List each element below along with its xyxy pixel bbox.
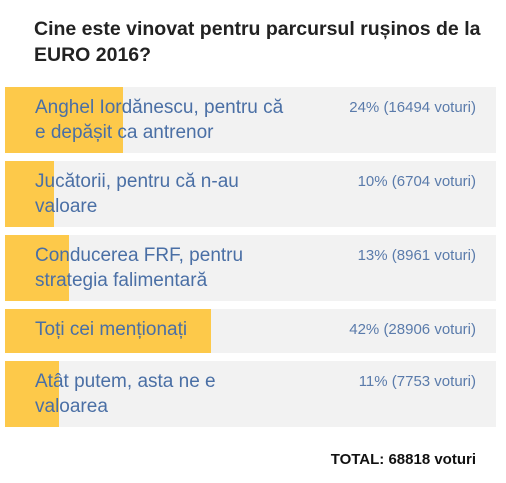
option-row: Conducerea FRF, pentru strategia falimen… — [5, 235, 496, 301]
result-bar — [5, 235, 69, 301]
result-bar — [5, 161, 55, 227]
result-bar — [5, 361, 59, 427]
option-row: Toți cei menționați 42% (28906 voturi) — [5, 309, 496, 350]
option-row: Atât putem, asta ne e valoarea 11% (7753 … — [5, 361, 496, 427]
option-row: Jucătorii, pentru că n-au valoare 10% (67… — [5, 161, 496, 227]
poll-option: Anghel Iordănescu, pentru că e depășit c… — [5, 87, 496, 153]
option-label: Atât putem, asta ne e valoarea — [35, 371, 216, 417]
option-result: 24% (16494 voturi) — [349, 99, 476, 116]
option-row: Anghel Iordănescu, pentru că e depășit c… — [5, 87, 496, 153]
option-result: 10% (6704 voturi) — [357, 173, 476, 190]
option-label: Conducerea FRF, pentru strategia falimen… — [35, 245, 244, 291]
option-result: 13% (8961 voturi) — [357, 247, 476, 264]
option-label: Jucătorii, pentru că n-au valoare — [35, 171, 239, 217]
option-label: Anghel Iordănescu, pentru că e depășit c… — [35, 97, 284, 143]
poll-option: Jucătorii, pentru că n-au valoare 10% (67… — [5, 161, 496, 227]
poll-total: TOTAL: 68818 voturi — [330, 451, 476, 468]
result-bar — [5, 87, 123, 153]
option-result: 42% (28906 voturi) — [349, 321, 476, 338]
poll-option: Atât putem, asta ne e valoarea 11% (7753 … — [5, 361, 496, 427]
poll-option: Conducerea FRF, pentru strategia falimen… — [5, 235, 496, 301]
option-label: Toți cei menționați — [35, 319, 188, 340]
poll-option: Toți cei menționați 42% (28906 voturi) — [5, 309, 496, 353]
poll-question: Cine este vinovat pentru parcursul rușin… — [34, 18, 481, 66]
result-bar — [5, 309, 212, 353]
option-result: 11% (7753 voturi) — [358, 373, 476, 390]
poll-options: Anghel Iordănescu, pentru că e depășit c… — [5, 87, 496, 435]
